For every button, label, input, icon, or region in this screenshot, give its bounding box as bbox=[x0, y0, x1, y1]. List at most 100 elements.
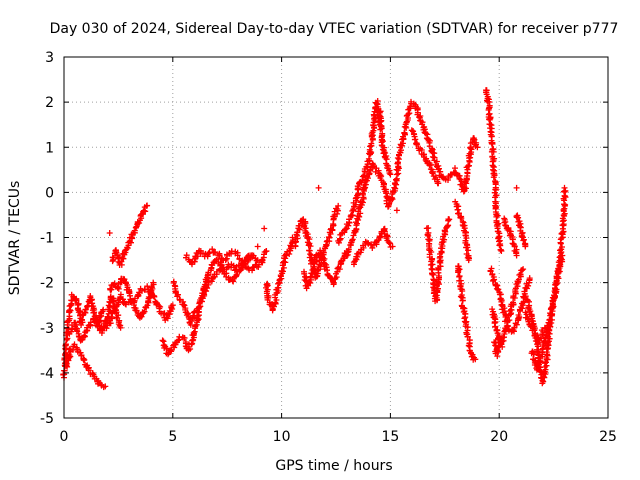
data-point bbox=[307, 274, 314, 281]
data-point bbox=[301, 270, 308, 277]
data-point bbox=[446, 216, 453, 223]
data-point bbox=[256, 261, 262, 268]
data-point bbox=[386, 240, 393, 247]
data-point bbox=[87, 293, 94, 299]
data-point bbox=[231, 267, 238, 274]
data-point bbox=[560, 206, 567, 213]
data-point bbox=[188, 318, 195, 325]
data-point bbox=[330, 279, 337, 286]
y-tick-label: 0 bbox=[45, 185, 54, 201]
data-point bbox=[552, 280, 559, 287]
data-point bbox=[498, 248, 505, 254]
data-point bbox=[303, 285, 310, 292]
data-point bbox=[103, 325, 110, 332]
data-point bbox=[511, 295, 518, 301]
data-point bbox=[386, 170, 393, 176]
data-point bbox=[513, 252, 520, 259]
data-point bbox=[530, 351, 537, 358]
data-point bbox=[230, 262, 237, 269]
data-point bbox=[435, 285, 441, 292]
data-point bbox=[143, 202, 150, 209]
y-tick-label: -3 bbox=[40, 321, 54, 337]
data-point bbox=[60, 371, 67, 378]
data-point bbox=[334, 206, 341, 212]
data-point bbox=[486, 110, 493, 117]
data-point bbox=[377, 233, 384, 240]
data-point bbox=[368, 241, 375, 248]
data-point bbox=[498, 301, 505, 308]
data-point bbox=[492, 324, 499, 330]
data-point bbox=[495, 336, 502, 343]
data-point bbox=[372, 168, 379, 175]
data-point bbox=[82, 306, 89, 313]
data-point bbox=[343, 252, 350, 259]
data-point bbox=[202, 284, 209, 291]
data-point bbox=[352, 195, 359, 202]
data-point bbox=[399, 136, 405, 143]
data-point bbox=[474, 144, 481, 151]
data-point bbox=[283, 252, 290, 259]
data-point bbox=[138, 313, 145, 320]
y-tick-label: -5 bbox=[40, 411, 54, 427]
data-point bbox=[114, 284, 121, 291]
data-point bbox=[389, 243, 396, 250]
data-point bbox=[233, 271, 240, 278]
data-point bbox=[132, 224, 139, 231]
chart-title: Day 030 of 2024, Sidereal Day-to-day VTE… bbox=[50, 21, 619, 37]
data-point bbox=[73, 297, 80, 304]
x-tick-label: 20 bbox=[490, 429, 508, 445]
data-point bbox=[373, 100, 380, 107]
data-point bbox=[151, 293, 158, 300]
data-point bbox=[68, 291, 75, 298]
data-point bbox=[219, 267, 226, 274]
data-point bbox=[261, 225, 268, 232]
x-tick-label: 5 bbox=[168, 429, 177, 445]
data-point bbox=[210, 259, 217, 266]
data-point bbox=[490, 174, 497, 181]
data-point bbox=[341, 229, 348, 236]
data-point bbox=[80, 357, 87, 364]
data-point bbox=[306, 247, 313, 254]
data-point bbox=[437, 168, 444, 175]
data-point bbox=[486, 104, 493, 111]
data-point bbox=[531, 326, 538, 333]
data-point bbox=[465, 257, 472, 264]
data-point bbox=[141, 308, 148, 315]
data-point bbox=[526, 275, 533, 282]
data-point bbox=[234, 252, 241, 259]
data-point bbox=[465, 342, 472, 349]
data-point bbox=[349, 236, 356, 243]
data-point bbox=[121, 276, 128, 283]
data-point bbox=[205, 250, 212, 257]
data-point bbox=[539, 377, 546, 384]
data-point bbox=[458, 213, 465, 220]
data-point bbox=[140, 309, 147, 316]
data-point bbox=[194, 313, 201, 320]
data-point bbox=[172, 288, 179, 295]
data-point bbox=[199, 290, 206, 297]
data-point bbox=[175, 337, 182, 344]
data-point bbox=[109, 300, 116, 306]
y-axis-label: SDTVAR / TECUs bbox=[7, 181, 23, 296]
data-point bbox=[108, 313, 115, 320]
data-point bbox=[317, 247, 324, 254]
data-point bbox=[559, 252, 566, 259]
data-point bbox=[66, 352, 73, 359]
data-point bbox=[414, 109, 421, 116]
data-point bbox=[464, 333, 471, 340]
data-point bbox=[537, 334, 544, 341]
x-axis-label: GPS time / hours bbox=[275, 458, 392, 474]
data-point bbox=[307, 280, 314, 286]
data-points bbox=[60, 87, 569, 391]
data-point bbox=[487, 267, 494, 274]
data-point bbox=[254, 243, 261, 250]
data-point bbox=[470, 136, 477, 143]
data-point bbox=[359, 199, 366, 206]
data-point bbox=[461, 184, 468, 191]
data-point bbox=[416, 114, 422, 121]
data-point bbox=[202, 281, 209, 288]
data-point bbox=[412, 136, 419, 143]
data-point bbox=[314, 273, 320, 280]
data-point bbox=[410, 130, 417, 137]
data-point bbox=[490, 148, 497, 155]
